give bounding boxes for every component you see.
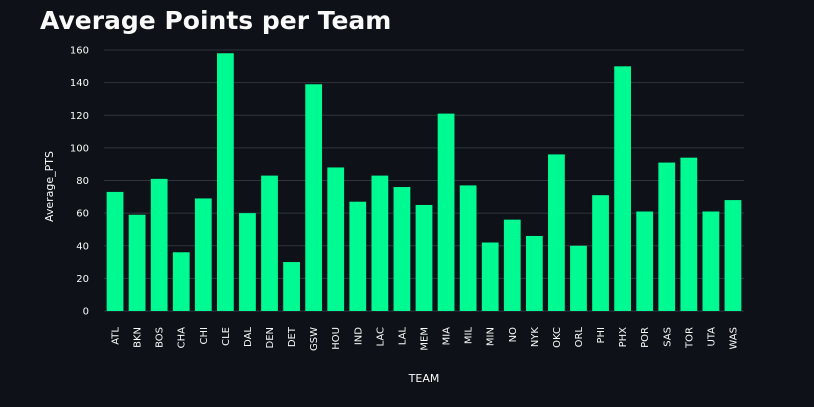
bar-tor (680, 157, 698, 311)
y-axis-ticks: 0 20 40 60 80 100 120 140 160 (70, 46, 89, 318)
bar-mil (459, 185, 477, 311)
bar-cha (172, 252, 190, 311)
x-tick-label: HOU (331, 327, 342, 350)
x-tick-label: MIL (464, 327, 475, 345)
y-tick-label: 0 (83, 307, 89, 318)
x-tick-label: BKN (133, 327, 144, 348)
bar-den (261, 175, 278, 311)
bar-okc (548, 154, 565, 311)
bar-phi (592, 195, 609, 311)
x-tick-label: MIN (486, 327, 497, 346)
x-tick-label: PHI (596, 327, 607, 344)
bar-ind (349, 201, 367, 311)
x-tick-label: DEN (265, 327, 276, 349)
x-axis-ticks: ATL BKN BOS CHA CHI CLE DAL DEN DET GSW HOU IND LAC L… (111, 326, 740, 351)
x-tick-label: DAL (243, 327, 254, 347)
bar-det (283, 262, 300, 311)
x-tick-label: ORL (574, 327, 585, 348)
y-tick-label: 120 (70, 111, 89, 122)
bar-phx (614, 66, 632, 311)
bar-chi (194, 198, 212, 311)
x-tick-label: ATL (111, 327, 122, 345)
bar-sas (658, 162, 676, 311)
bar-por (636, 211, 654, 311)
bar-nyk (525, 235, 543, 311)
bar-orl (570, 245, 587, 311)
x-tick-label: PHX (618, 327, 629, 348)
x-tick-label: SAS (662, 327, 673, 347)
bar-bos (150, 178, 168, 311)
bar-gsw (305, 84, 323, 311)
y-tick-label: 80 (76, 176, 89, 187)
bar-cle (216, 53, 234, 311)
chart-title: Average Points per Team (40, 6, 392, 35)
bar-dal (239, 213, 256, 311)
y-tick-label: 20 (76, 274, 89, 285)
y-tick-label: 140 (70, 78, 89, 89)
bars (106, 53, 742, 312)
bar-atl (106, 191, 124, 311)
x-tick-label: GSW (309, 327, 320, 351)
x-tick-label: LAL (397, 327, 408, 346)
bar-was (724, 200, 742, 311)
y-tick-label: 60 (76, 209, 89, 220)
x-tick-label: CHA (177, 327, 188, 349)
x-axis-title: TEAM (408, 372, 440, 385)
bar-hou (327, 167, 345, 311)
x-tick-label: WAS (728, 327, 739, 350)
bar-lal (393, 187, 411, 311)
x-tick-label: POR (640, 327, 651, 348)
x-tick-label: TOR (684, 327, 695, 349)
x-tick-label: BOS (155, 327, 166, 348)
y-tick-label: 100 (70, 143, 89, 154)
x-tick-label: NO (508, 327, 519, 342)
y-tick-label: 160 (70, 46, 89, 57)
x-tick-label: MEM (420, 327, 431, 351)
x-tick-label: NYK (530, 327, 541, 348)
bar-min (481, 242, 499, 311)
x-tick-label: UTA (706, 327, 717, 347)
x-tick-label: CLE (221, 327, 232, 346)
bar-bkn (128, 214, 146, 311)
x-tick-label: OKC (552, 327, 563, 348)
bar-lac (371, 175, 389, 311)
bar-mia (437, 113, 455, 312)
x-tick-label: MIA (442, 327, 453, 346)
x-tick-label: DET (287, 326, 298, 347)
bar-mem (415, 204, 433, 311)
y-tick-label: 40 (76, 241, 89, 252)
y-axis-title: Average_PTS (43, 151, 56, 222)
x-tick-label: IND (353, 327, 364, 345)
bar-uta (702, 211, 720, 311)
x-tick-label: CHI (199, 327, 210, 344)
x-tick-label: LAC (375, 327, 386, 346)
bar-no (503, 219, 521, 311)
